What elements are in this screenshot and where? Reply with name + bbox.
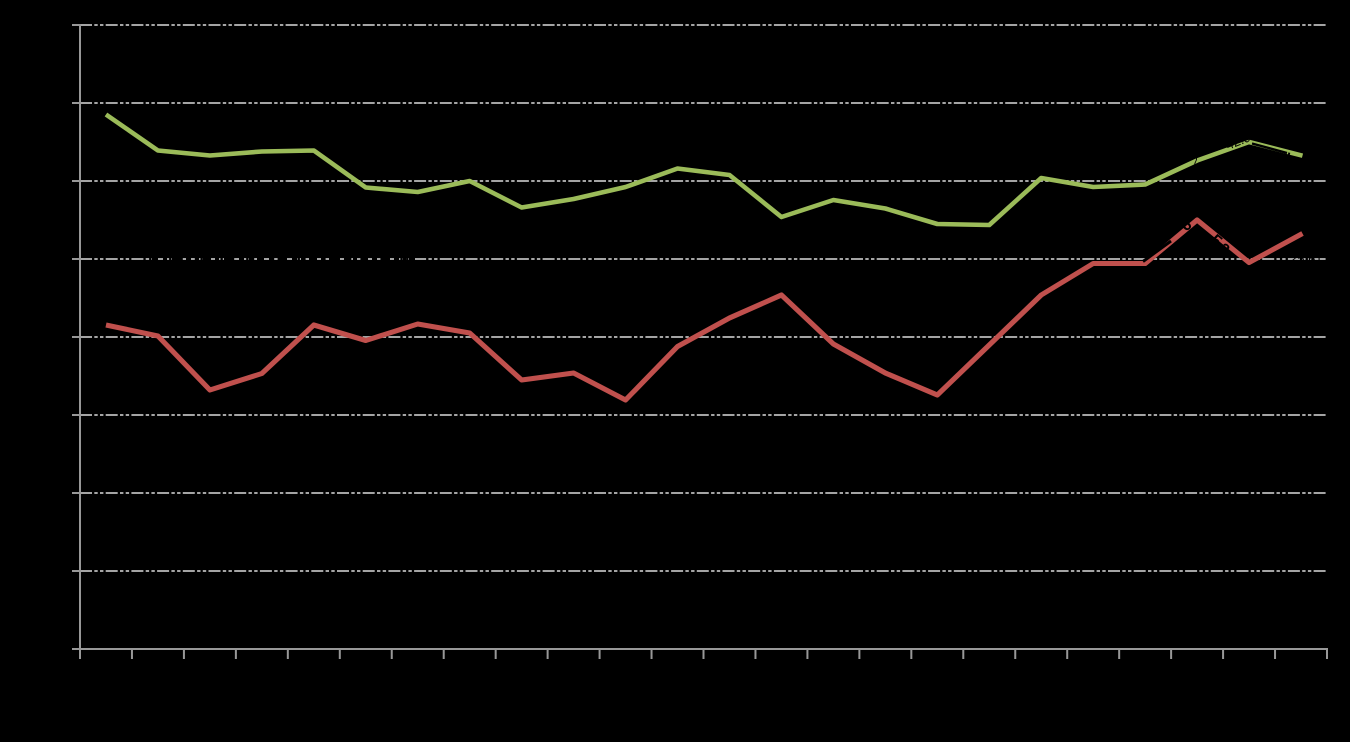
svg-text:25.61: 25.61	[1290, 251, 1323, 266]
svg-text:b: b	[1284, 149, 1296, 167]
